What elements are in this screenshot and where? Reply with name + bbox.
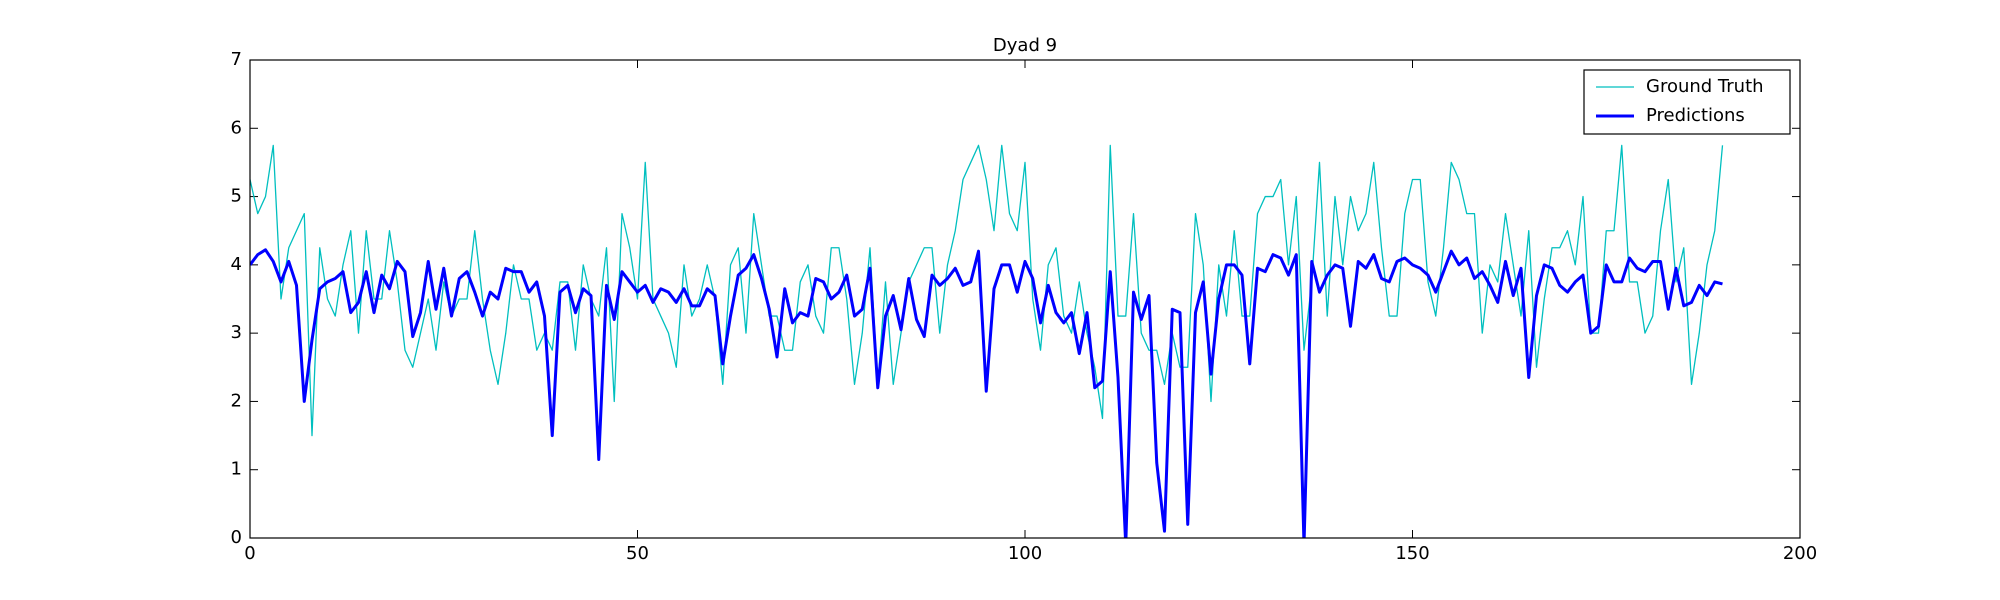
x-tick-label: 0 bbox=[244, 543, 255, 564]
y-tick-label: 6 bbox=[231, 117, 242, 138]
plot-frame bbox=[249, 59, 1801, 539]
y-tick-label: 5 bbox=[231, 186, 242, 207]
legend-label: Predictions bbox=[1646, 105, 1745, 126]
x-tick-label: 150 bbox=[1395, 543, 1429, 564]
y-tick-label: 7 bbox=[231, 49, 242, 70]
x-tick-label: 200 bbox=[1783, 543, 1817, 564]
y-tick-label: 4 bbox=[231, 254, 242, 275]
chart-title: Dyad 9 bbox=[993, 35, 1057, 56]
legend-box bbox=[1583, 69, 1791, 135]
series-line bbox=[250, 144, 1724, 437]
y-tick-label: 0 bbox=[231, 527, 242, 548]
plot-lines bbox=[250, 144, 1724, 538]
y-tick-label: 2 bbox=[231, 390, 242, 411]
y-tick-label: 1 bbox=[231, 459, 242, 480]
y-tick-label: 3 bbox=[231, 322, 242, 343]
x-tick-label: 50 bbox=[626, 543, 649, 564]
x-tick-label: 100 bbox=[1008, 543, 1042, 564]
series-line bbox=[250, 248, 1723, 538]
legend-label: Ground Truth bbox=[1646, 76, 1764, 97]
